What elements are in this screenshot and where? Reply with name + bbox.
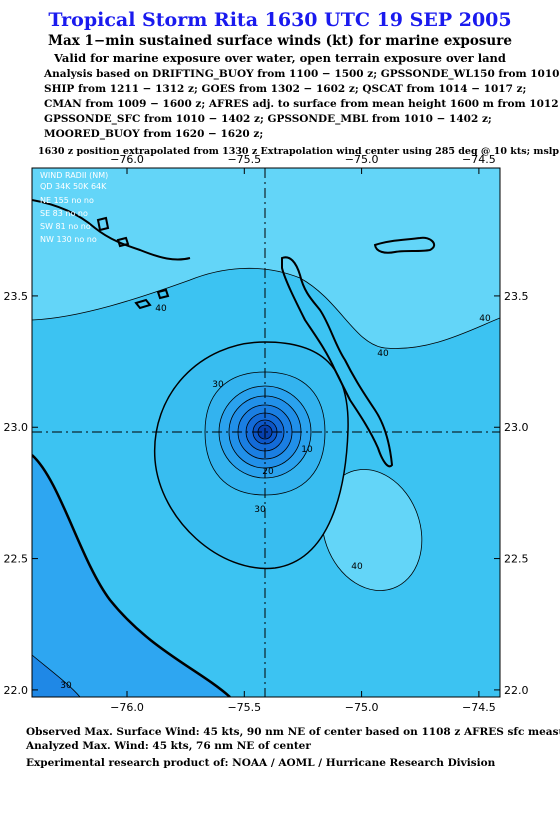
contour-label: 40: [479, 314, 491, 324]
wind-radii-row: NW 130 no no: [40, 235, 97, 244]
contour-labels: 40 40 40 40 30 30 30 20 10: [60, 304, 491, 691]
y-tick-label: 23.0: [4, 421, 29, 434]
contour-label: 40: [351, 562, 363, 572]
y-tick-label: 23.5: [504, 290, 529, 303]
contour-label: 30: [60, 681, 72, 691]
map: WIND RADII (NM) QD 34K 50K 64K NE 155 no…: [4, 153, 529, 714]
y-tick-label: 23.0: [504, 421, 529, 434]
footer-line: Analyzed Max. Wind: 45 kts, 76 nm NE of …: [26, 740, 311, 752]
wind-radii-row: SE 83 no no: [40, 209, 88, 218]
subtitle: Max 1−min sustained surface winds (kt) f…: [48, 33, 512, 49]
x-tick-label: −75.0: [345, 153, 379, 166]
wind-field: WIND RADII (NM) QD 34K 50K 64K NE 155 no…: [32, 168, 500, 697]
coastline: [32, 199, 436, 468]
contour-label: 10: [301, 445, 313, 455]
wind-radii-title: WIND RADII (NM): [40, 171, 108, 180]
analysis-line: CMAN from 1009 − 1600 z; AFRES adj. to s…: [44, 98, 560, 110]
contour: [32, 654, 81, 697]
footer-line: Experimental research product of: NOAA /…: [26, 757, 496, 769]
wind-radii-header: QD 34K 50K 64K: [40, 182, 107, 191]
analysis-line: Analysis based on DRIFTING_BUOY from 110…: [44, 68, 560, 80]
contour: [32, 454, 231, 697]
analysis-line: SHIP from 1211 − 1312 z; GOES from 1302 …: [44, 83, 527, 95]
wind-radii-row: NE 155 no no: [40, 196, 94, 205]
x-tick-label: −74.5: [462, 153, 496, 166]
region-dark: [32, 455, 230, 697]
contour: [321, 469, 423, 591]
x-tick-label: −74.5: [462, 701, 496, 714]
contour-label: 30: [254, 505, 266, 515]
contour-label: 40: [377, 349, 389, 359]
x-tick-label: −76.0: [110, 701, 144, 714]
contour-label: 40: [155, 304, 167, 314]
y-tick-label: 22.0: [4, 684, 29, 697]
contour-label: 20: [262, 467, 274, 477]
contour-label: 30: [212, 380, 224, 390]
y-tick-label: 23.5: [4, 290, 29, 303]
footer-line: Observed Max. Surface Wind: 45 kts, 90 n…: [26, 726, 560, 738]
analysis-line: GPSSONDE_SFC from 1010 − 1402 z; GPSSOND…: [44, 113, 492, 125]
y-tick-label: 22.5: [4, 553, 29, 566]
x-tick-label: −76.0: [110, 153, 144, 166]
region-light: [32, 168, 500, 349]
x-tick-label: −75.5: [227, 153, 261, 166]
y-tick-label: 22.5: [504, 553, 529, 566]
region-darker: [32, 655, 80, 697]
wind-radii-table: WIND RADII (NM) QD 34K 50K 64K NE 155 no…: [40, 171, 108, 244]
analysis-line: MOORED_BUOY from 1620 − 1620 z;: [44, 128, 264, 140]
wind-radii-row: SW 81 no no: [40, 222, 91, 231]
y-tick-label: 22.0: [504, 684, 529, 697]
title: Tropical Storm Rita 1630 UTC 19 SEP 2005: [48, 9, 512, 31]
x-tick-label: −75.0: [345, 701, 379, 714]
frame: [31, 167, 501, 698]
position-note: 1630 z position extrapolated from 1330 z…: [38, 146, 560, 157]
validity: Valid for marine exposure over water, op…: [54, 51, 506, 65]
x-tick-label: −75.5: [227, 701, 261, 714]
